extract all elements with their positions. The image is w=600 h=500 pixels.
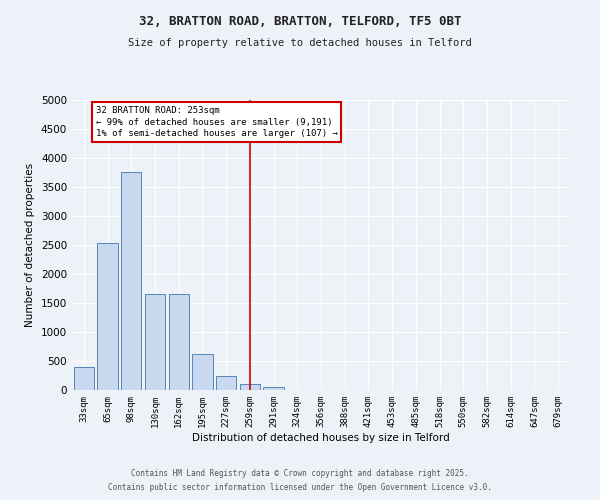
Text: 32, BRATTON ROAD, BRATTON, TELFORD, TF5 0BT: 32, BRATTON ROAD, BRATTON, TELFORD, TF5 … [139,15,461,28]
Bar [121,172,142,390]
Bar [169,294,189,390]
Text: 32 BRATTON ROAD: 253sqm
← 99% of detached houses are smaller (9,191)
1% of semi-: 32 BRATTON ROAD: 253sqm ← 99% of detache… [96,106,338,138]
Bar [145,294,165,390]
Bar [193,354,212,390]
Y-axis label: Number of detached properties: Number of detached properties [25,163,35,327]
Bar [216,376,236,390]
Bar [263,388,284,390]
Bar [240,384,260,390]
Text: Contains public sector information licensed under the Open Government Licence v3: Contains public sector information licen… [108,484,492,492]
Text: Size of property relative to detached houses in Telford: Size of property relative to detached ho… [128,38,472,48]
Text: Contains HM Land Registry data © Crown copyright and database right 2025.: Contains HM Land Registry data © Crown c… [131,468,469,477]
Bar [97,244,118,390]
X-axis label: Distribution of detached houses by size in Telford: Distribution of detached houses by size … [192,432,450,442]
Bar [74,368,94,390]
